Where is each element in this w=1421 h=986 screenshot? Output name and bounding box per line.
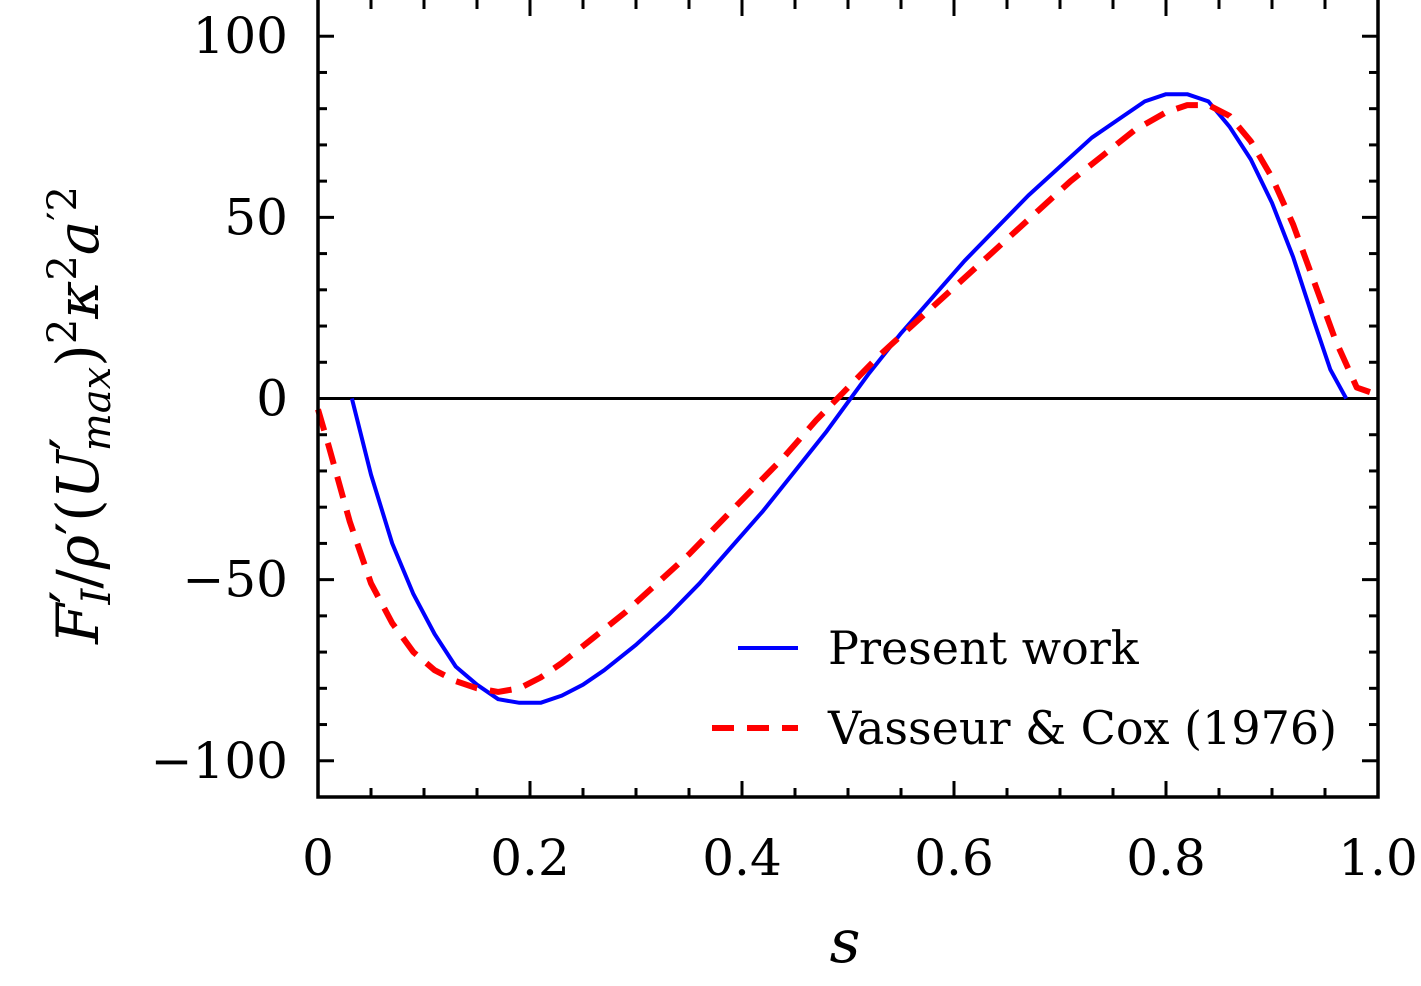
ylabel-sup-2a: 2 [40, 319, 86, 344]
x-tick-label: 1.0 [1338, 829, 1418, 887]
series-layer [315, 92, 1379, 705]
legend-label-present-work: Present work [828, 621, 1140, 675]
y-tick-label: 0 [256, 370, 288, 428]
ylabel-a: a [44, 221, 112, 256]
ylabel-sub-max: max [74, 367, 120, 451]
y-tick-labels: −100 −50 0 50 100 [151, 7, 288, 790]
ylabel-f: F [44, 602, 112, 645]
ylabel-prime-3: ′ [38, 437, 106, 450]
ylabel-slash: / [44, 569, 112, 589]
ylabel-rparen: ) [44, 344, 112, 367]
ylabel-u: U [44, 448, 112, 499]
ylabel-lparen: ( [44, 499, 112, 522]
legend: Present work Vasseur & Cox (1976) [712, 621, 1337, 755]
x-tick-label: 0.4 [702, 829, 782, 887]
ylabel-sup-prime2: ′2 [40, 186, 86, 221]
x-tick-labels: 0 0.2 0.4 0.6 0.8 1.0 [302, 829, 1418, 887]
y-tick-label: −100 [151, 732, 288, 790]
ylabel-prime-1: ′ [38, 590, 106, 603]
y-tick-label: 100 [193, 7, 288, 65]
ylabel-sup-2b: 2 [40, 255, 86, 280]
y-tick-label: −50 [182, 551, 288, 609]
y-axis-label: F′I/ρ′(U′max)2κ2a′2 [38, 186, 120, 645]
x-tick-label: 0.8 [1126, 829, 1206, 887]
x-axis-label: s [830, 907, 861, 977]
plot-frame [316, 0, 1380, 799]
ylabel-sub-i: I [74, 587, 120, 605]
x-tick-label: 0 [302, 829, 334, 887]
legend-label-vasseur-cox: Vasseur & Cox (1976) [827, 701, 1337, 755]
ylabel-prime-2: ′ [44, 522, 112, 535]
x-tick-label: 0.6 [914, 829, 994, 887]
ylabel-kappa: κ [44, 281, 112, 320]
ylabel-rho: ρ [44, 535, 112, 570]
x-tick-label: 0.2 [490, 829, 570, 887]
y-tick-label: 50 [224, 188, 288, 246]
